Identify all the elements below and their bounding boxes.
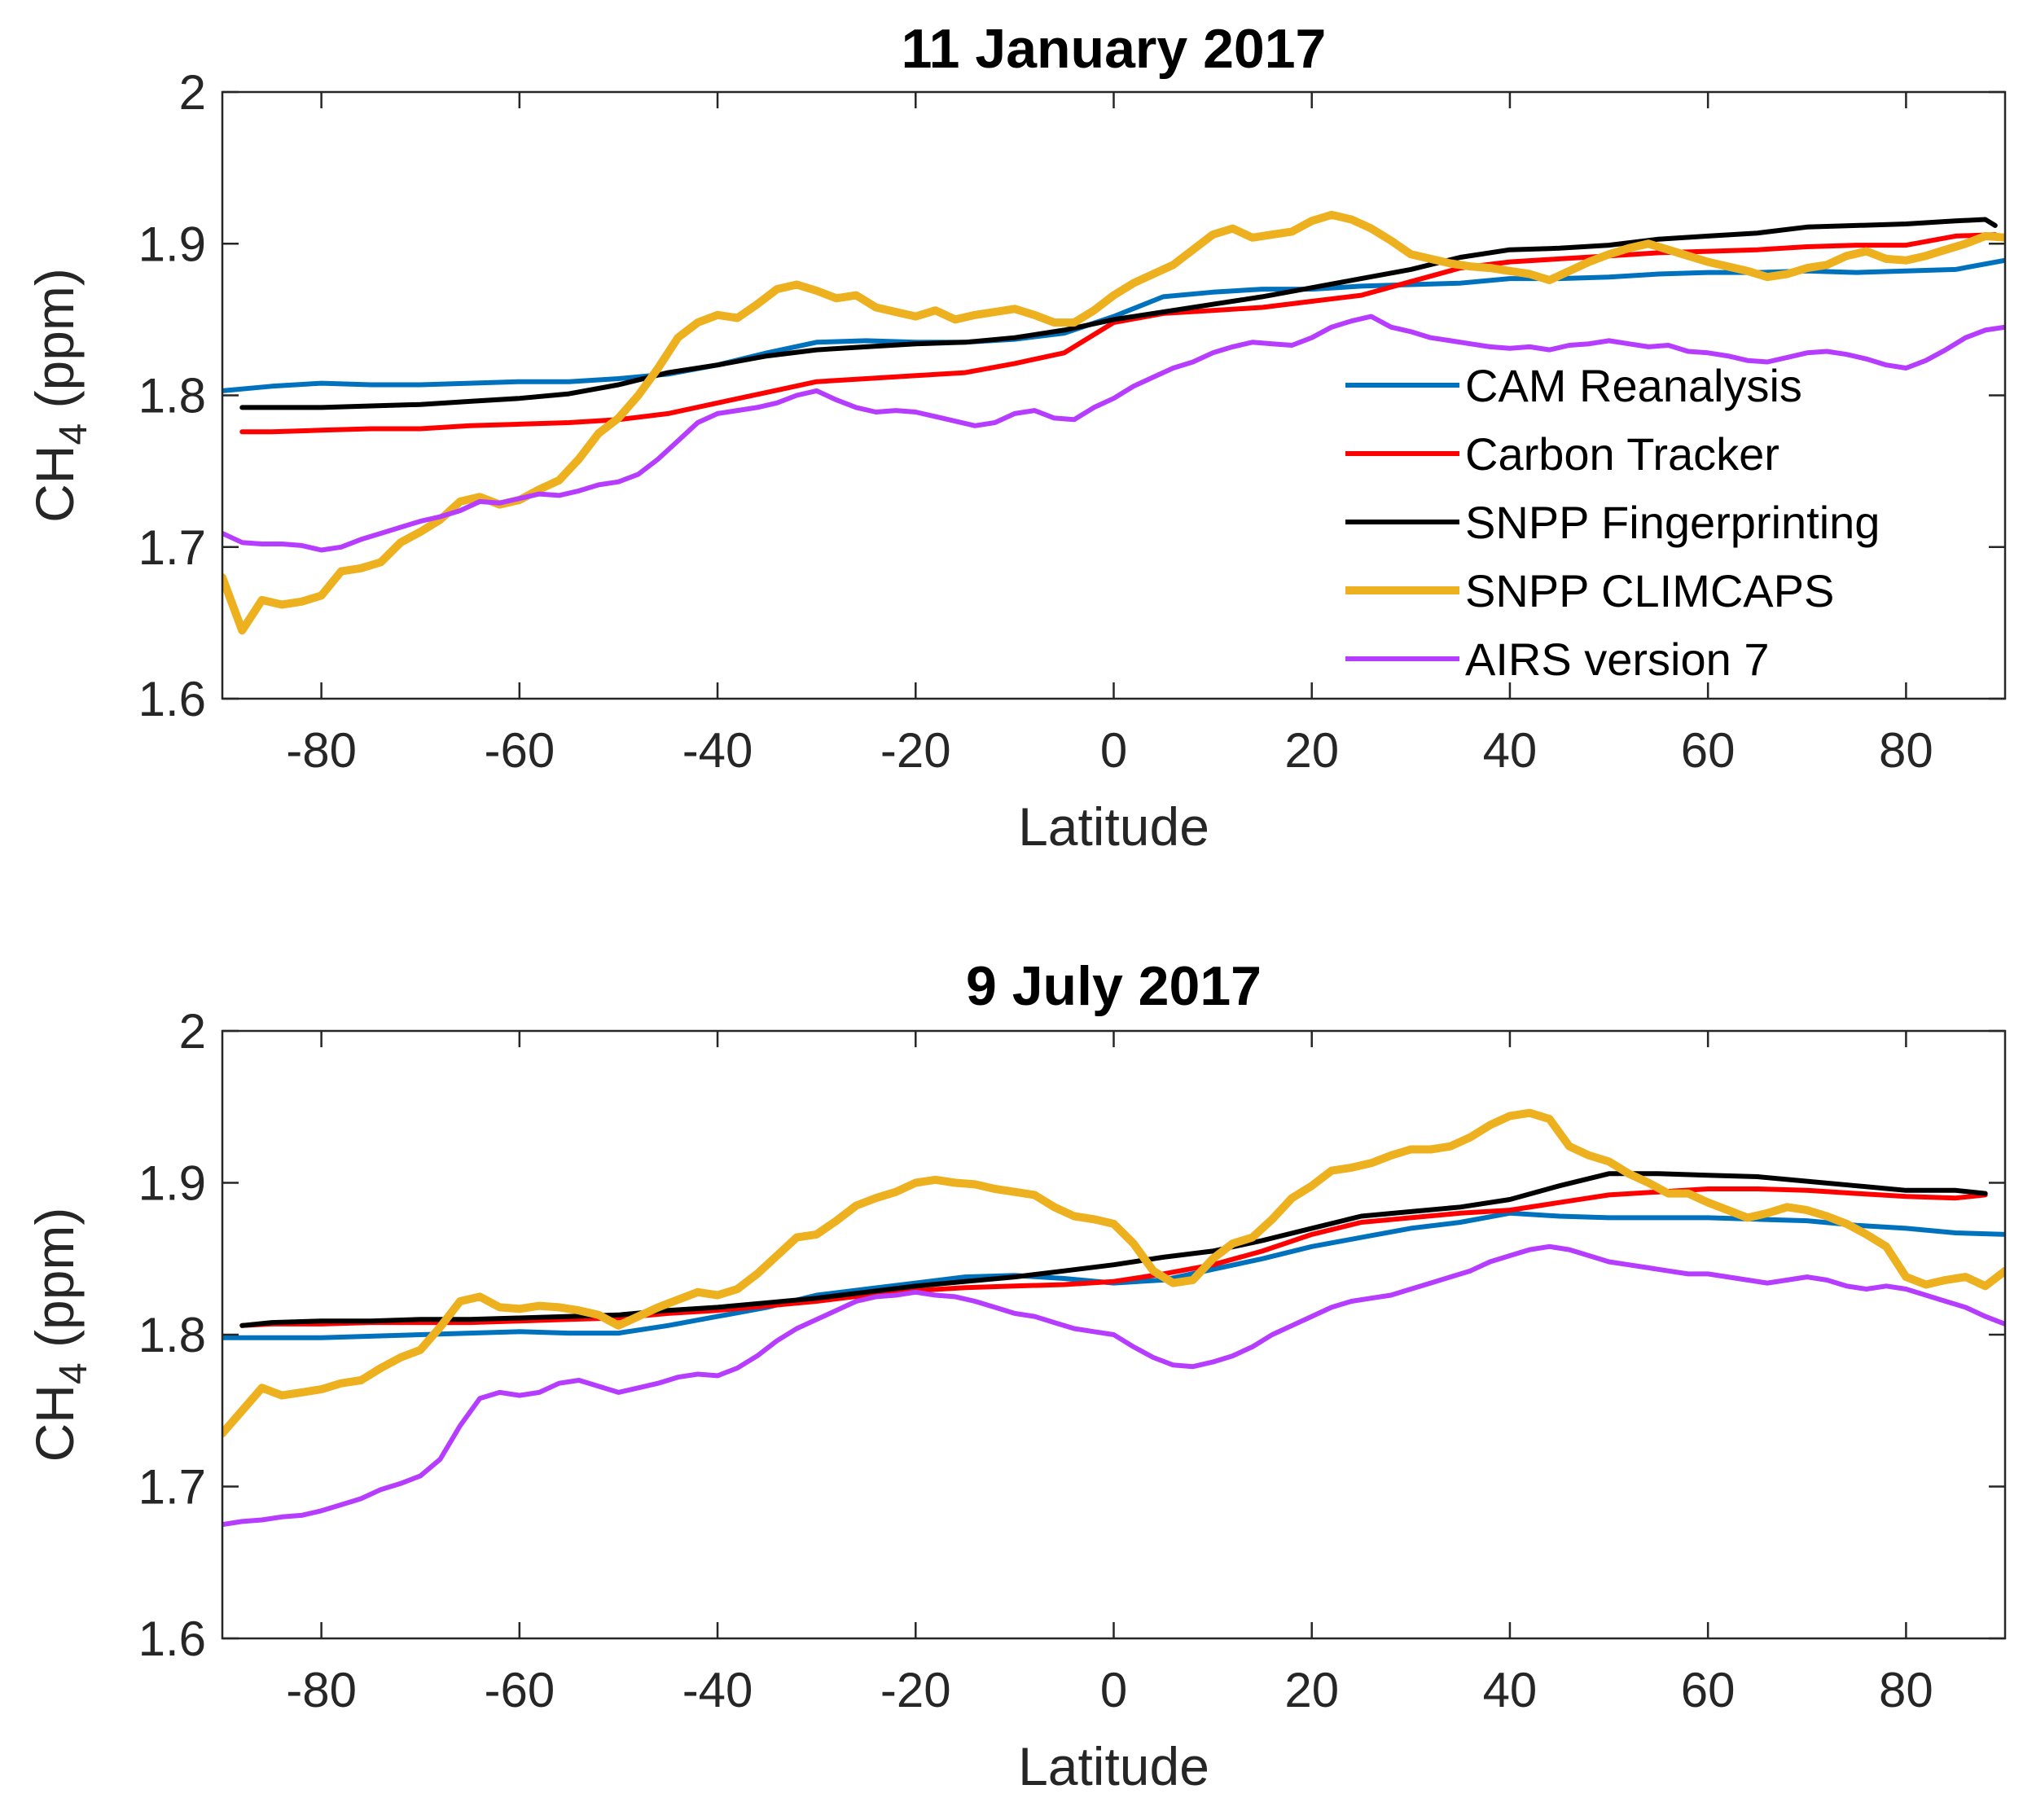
series-line-snpp-fingerprinting bbox=[239, 1171, 1988, 1328]
series-group bbox=[222, 210, 2005, 635]
legend-label: Carbon Tracker bbox=[1465, 428, 1779, 480]
x-axis-label: Latitude bbox=[1018, 796, 1209, 857]
x-tick-label: -60 bbox=[484, 723, 555, 778]
chart-title: 11 January 2017 bbox=[902, 18, 1327, 80]
y-label-unit: (ppm) bbox=[24, 268, 85, 423]
y-tick-label: 1.7 bbox=[138, 1460, 206, 1515]
x-tick-label: -20 bbox=[880, 723, 951, 778]
x-tick-label: 80 bbox=[1879, 1663, 1933, 1717]
y-tick-label: 1.6 bbox=[138, 1612, 206, 1666]
series-line-carbon-tracker bbox=[239, 1186, 1988, 1328]
chart-panel-january: 11 January 2017 -80 -60 -40 -20 0 20 40 60 80 1.6 1… bbox=[24, 18, 2007, 857]
y-tick-label: 2 bbox=[179, 65, 206, 120]
legend: CAM Reanalysis Carbon Tracker SNPP Fingerp… bbox=[1345, 360, 1880, 685]
y-label-subscript: 4 bbox=[52, 1362, 95, 1384]
x-tick-label: 0 bbox=[1100, 723, 1127, 778]
y-label-subscript: 4 bbox=[52, 423, 95, 445]
legend-label: CAM Reanalysis bbox=[1465, 360, 1802, 411]
y-tick-label: 1.9 bbox=[138, 217, 206, 271]
y-tick-label: 1.8 bbox=[138, 369, 206, 423]
legend-label: AIRS version 7 bbox=[1465, 634, 1770, 685]
x-tick-label: 40 bbox=[1483, 1663, 1538, 1717]
x-axis-label: Latitude bbox=[1018, 1736, 1209, 1796]
x-tick-label: 60 bbox=[1681, 1663, 1736, 1717]
x-tick-label: -40 bbox=[682, 723, 753, 778]
x-tick-label: 20 bbox=[1284, 1663, 1339, 1717]
legend-label: SNPP Fingerprinting bbox=[1465, 497, 1880, 548]
chart-panel-july: 9 July 2017 -80 -60 -40 -20 0 20 40 60 80 1.6 1.7 1.… bbox=[24, 955, 2007, 1796]
y-tick-label: 1.9 bbox=[138, 1156, 206, 1211]
x-tick-label: -20 bbox=[880, 1663, 951, 1717]
series-line-cam-reanalysis bbox=[222, 257, 2005, 393]
series-line-carbon-tracker bbox=[239, 232, 1998, 435]
y-tick-label: 2 bbox=[179, 1004, 206, 1059]
series-line-snpp-fingerprinting bbox=[239, 217, 1998, 410]
x-tick-label: -80 bbox=[286, 723, 357, 778]
y-tick-label: 1.8 bbox=[138, 1308, 206, 1362]
y-tick-label: 1.7 bbox=[138, 520, 206, 575]
y-label-base: CH bbox=[24, 1384, 85, 1462]
series-line-airs-version-7 bbox=[222, 314, 2005, 553]
y-axis-label: CH4 (ppm) bbox=[24, 1208, 95, 1463]
x-tick-label: 40 bbox=[1483, 723, 1538, 778]
x-tick-label: 60 bbox=[1681, 723, 1736, 778]
x-tick-label: -60 bbox=[484, 1663, 555, 1717]
y-axis-label: CH4 (ppm) bbox=[24, 268, 95, 523]
x-tick-label: -80 bbox=[286, 1663, 357, 1717]
chart-title: 9 July 2017 bbox=[966, 955, 1262, 1017]
y-label-base: CH bbox=[24, 445, 85, 523]
series-line-snpp-climcaps bbox=[222, 1108, 2005, 1438]
y-label-unit: (ppm) bbox=[24, 1208, 85, 1363]
x-tick-label: 20 bbox=[1284, 723, 1339, 778]
x-tick-label: 80 bbox=[1879, 723, 1933, 778]
series-line-airs-version-7 bbox=[222, 1243, 2005, 1528]
y-tick-label: 1.6 bbox=[138, 672, 206, 726]
series-group bbox=[222, 1108, 2005, 1528]
x-tick-label: 0 bbox=[1100, 1663, 1127, 1717]
legend-label: SNPP CLIMCAPS bbox=[1465, 565, 1834, 616]
x-tick-label: -40 bbox=[682, 1663, 753, 1717]
